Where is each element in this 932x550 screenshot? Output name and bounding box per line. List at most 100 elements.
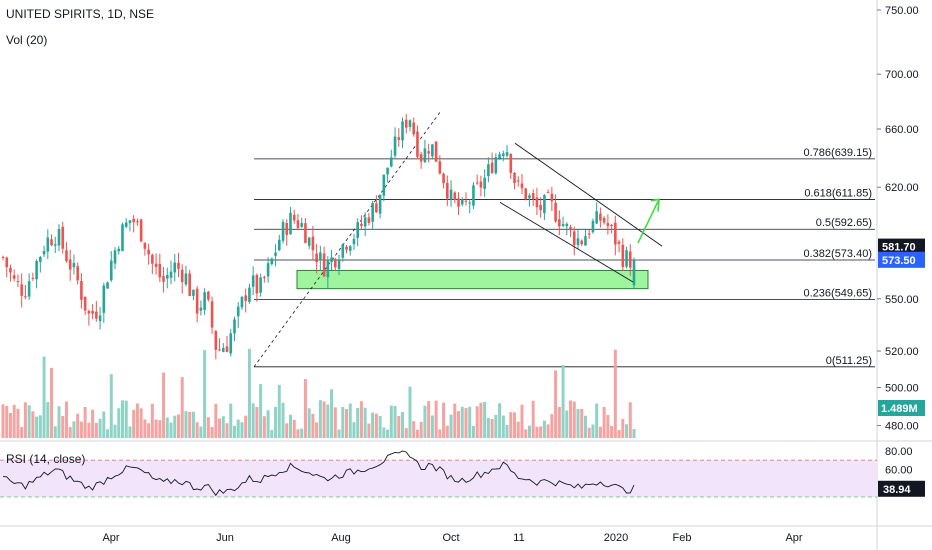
volume-bar xyxy=(87,422,91,438)
volume-bar xyxy=(221,416,225,438)
volume-bar xyxy=(423,405,427,438)
candle-body xyxy=(576,238,580,246)
candle-body xyxy=(539,204,542,211)
candle-body xyxy=(132,218,135,223)
volume-bar xyxy=(468,406,472,438)
candle-body xyxy=(180,269,184,283)
candle-body xyxy=(207,291,210,300)
candle-body xyxy=(31,277,35,279)
volume-bar xyxy=(572,401,576,438)
volume-bar xyxy=(120,400,124,438)
rsi-axis-label: 80.00 xyxy=(885,446,913,458)
volume-bar xyxy=(288,414,292,438)
volume-bar xyxy=(565,410,569,438)
candle-body xyxy=(513,172,516,184)
volume-bar xyxy=(546,424,550,438)
time-axis-label: Feb xyxy=(673,532,692,544)
volume-bar xyxy=(307,408,311,438)
candle-body xyxy=(65,250,68,262)
volume-bar xyxy=(621,418,625,438)
volume-bar xyxy=(494,414,498,438)
volume-bar xyxy=(434,400,438,438)
volume-badge-label: 1.489M xyxy=(881,403,918,415)
time-axis-label: Apr xyxy=(102,532,119,544)
candle-body xyxy=(270,258,274,265)
candle-body xyxy=(128,220,132,224)
volume-bar xyxy=(218,418,222,438)
candle-body xyxy=(296,220,300,228)
candle-body xyxy=(449,189,453,200)
candle-body xyxy=(390,157,393,167)
candle-body xyxy=(356,222,360,238)
volume-bar xyxy=(300,428,304,438)
volume-bar xyxy=(270,429,274,438)
volume-bar xyxy=(143,419,147,438)
candle-body xyxy=(307,237,311,246)
volume-bar xyxy=(98,418,102,438)
volume-bar xyxy=(180,377,184,438)
volume-bar xyxy=(382,427,386,438)
candle-body xyxy=(479,181,483,188)
volume-bar xyxy=(50,367,54,438)
candle-body xyxy=(322,253,326,277)
candle-body xyxy=(1,256,5,258)
volume-bar xyxy=(173,415,177,438)
volume-bar xyxy=(46,402,50,438)
candle-body xyxy=(502,153,505,157)
candle-body xyxy=(98,315,102,322)
volume-bar xyxy=(498,403,502,438)
volume-bar xyxy=(587,427,591,438)
candle-body xyxy=(580,240,584,245)
volume-bar xyxy=(550,414,554,438)
volume-bar xyxy=(236,419,240,438)
volume-bar xyxy=(628,402,632,438)
volume-indicator-label: Vol (20) xyxy=(6,33,48,47)
time-axis-label: Jun xyxy=(216,532,234,544)
candle-body xyxy=(39,256,42,262)
volume-bar xyxy=(274,406,278,438)
volume-bar xyxy=(539,426,543,438)
candle-body xyxy=(259,277,262,293)
volume-bar xyxy=(184,411,188,438)
candle-body xyxy=(621,244,625,268)
candle-body xyxy=(498,154,501,159)
candle-body xyxy=(124,222,128,227)
candle-body xyxy=(106,282,109,289)
candle-body xyxy=(169,271,173,278)
volume-badge xyxy=(878,400,925,416)
candle-body xyxy=(505,152,509,156)
candle-body xyxy=(446,182,449,199)
volume-bar xyxy=(1,404,5,438)
candle-body xyxy=(109,260,113,281)
candle-body xyxy=(151,254,154,264)
price-axis-label: 660.00 xyxy=(885,124,919,136)
candle-body xyxy=(24,296,27,298)
volume-bar xyxy=(251,403,255,438)
fib-level-label: 0.236(549.65) xyxy=(804,287,873,299)
candle-body xyxy=(360,223,363,227)
volume-bar xyxy=(610,426,614,438)
volume-bar xyxy=(580,409,584,438)
price-axis-label: 480.00 xyxy=(885,421,919,433)
price-axis-label: 750.00 xyxy=(885,5,919,17)
candle-body xyxy=(251,275,255,287)
candle-body xyxy=(300,223,303,227)
candle-body xyxy=(139,219,143,242)
volume-bar xyxy=(486,417,490,438)
volume-bar xyxy=(438,429,442,438)
volume-bar xyxy=(106,429,110,438)
volume-bar xyxy=(31,411,35,438)
price-badge-label: 581.70 xyxy=(882,242,916,254)
candle-body xyxy=(565,223,569,227)
candle-body xyxy=(614,222,617,245)
time-axis-label: 2020 xyxy=(604,532,628,544)
volume-bar xyxy=(598,426,602,438)
candle-body xyxy=(236,306,240,317)
candle-body xyxy=(244,295,247,301)
volume-bar xyxy=(557,407,561,438)
candle-body xyxy=(255,274,259,294)
volume-bar xyxy=(475,406,479,438)
volume-bar xyxy=(337,429,341,438)
candle-body xyxy=(225,346,229,352)
